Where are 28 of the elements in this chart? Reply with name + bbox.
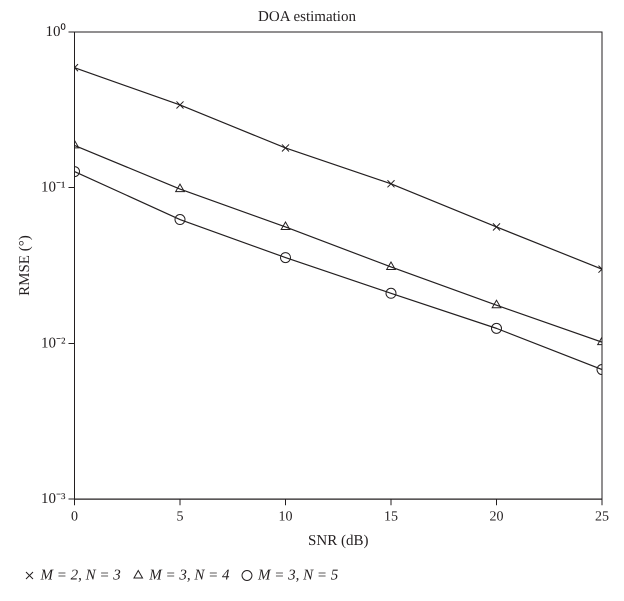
x-tick-label: 5 [176,509,184,524]
point [492,300,502,308]
chart-title: DOA estimation [258,8,356,25]
legend-label: M = 3, N = 5 [256,567,339,584]
x-tick-label: 25 [595,509,609,524]
x-tick-label: 15 [384,509,398,524]
y-tick-label: 10⁰ [45,22,66,40]
x-tick-label: 0 [70,509,78,524]
y-tick-label: 10⁻² [40,335,66,352]
legend-label: M = 3, N = 4 [148,567,230,584]
legend-label: M = 2, N = 3 [40,567,121,584]
y-tick-label: 10⁻³ [40,491,66,508]
x-axis-title: SNR (dB) [308,532,368,549]
point [386,261,396,270]
point [386,288,396,299]
point [492,222,501,231]
point [281,144,290,152]
point [176,100,184,109]
x-tick-label: 20 [490,509,504,524]
y-tick-label: 10⁻¹ [40,180,66,196]
point [491,322,502,334]
point [280,221,290,230]
y-axis-title: RMSE (°) [16,235,33,296]
x-tick-label: 10 [278,509,292,524]
point [174,214,186,226]
point [280,252,291,264]
point [175,184,185,192]
point [386,180,396,188]
